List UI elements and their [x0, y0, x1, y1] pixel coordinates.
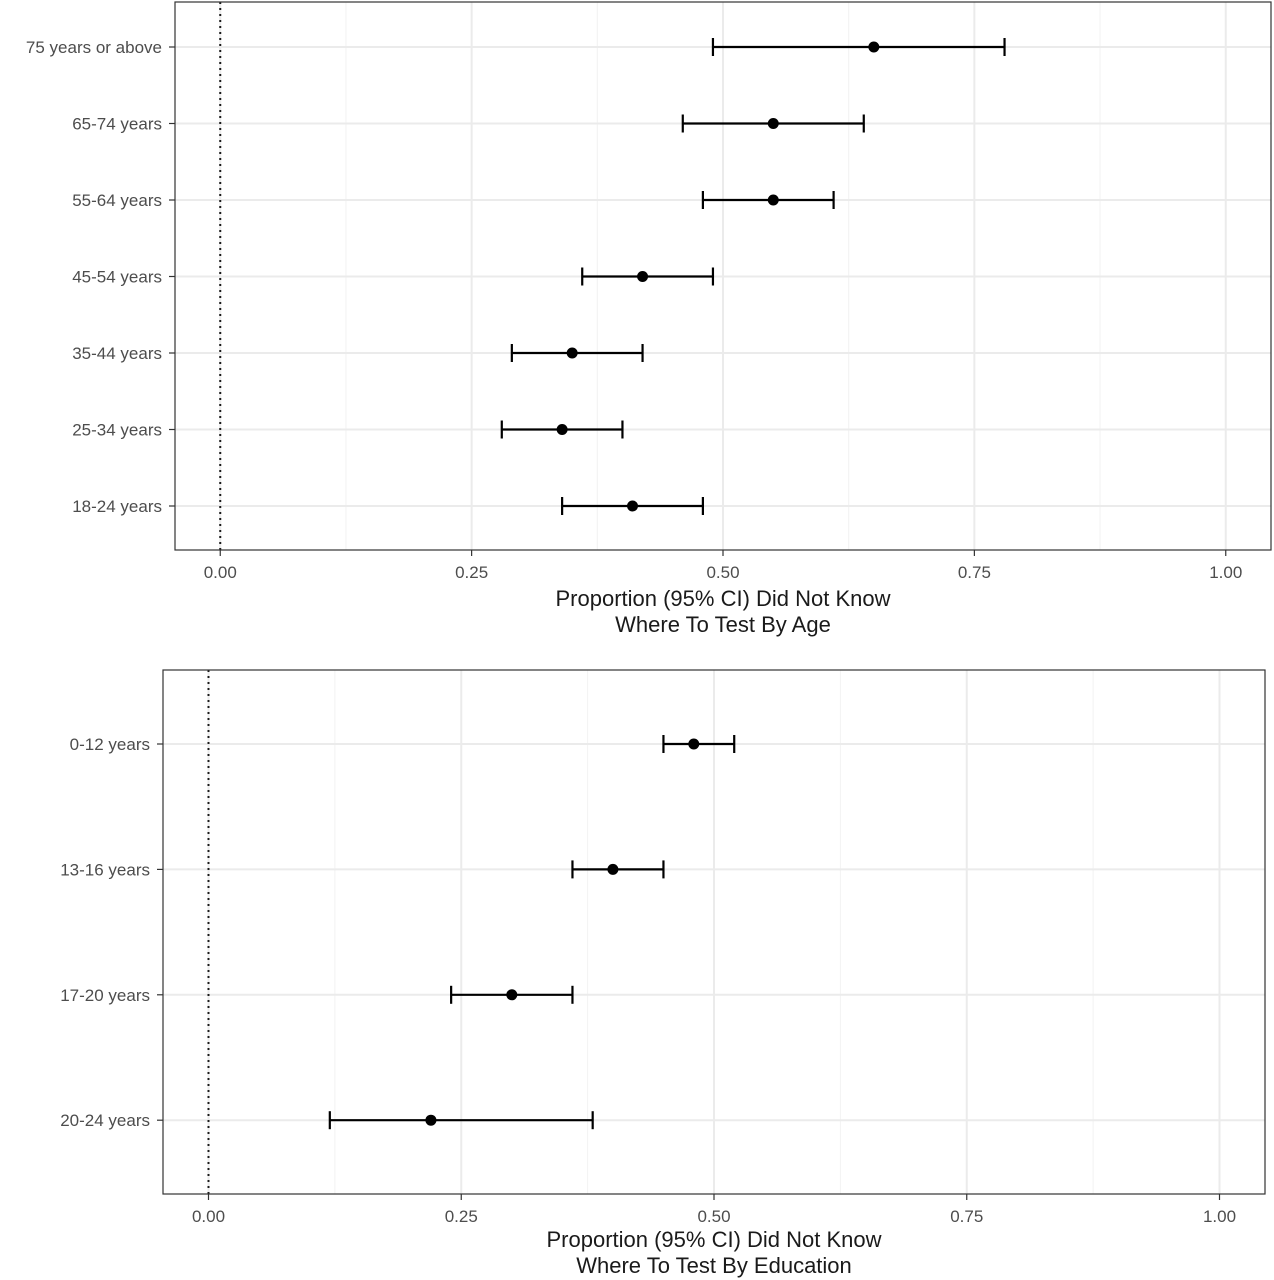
estimate-point [627, 500, 639, 512]
y-tick-label: 55-64 years [72, 191, 162, 210]
estimate-point [607, 863, 619, 875]
x-tick-label: 1.00 [1209, 563, 1242, 582]
y-tick-label: 75 years or above [26, 38, 162, 57]
y-tick-label: 20-24 years [60, 1111, 150, 1130]
x-axis-title: Proportion (95% CI) Did Not Know [555, 586, 890, 611]
y-tick-label: 13-16 years [60, 860, 150, 879]
x-tick-label: 0.25 [455, 563, 488, 582]
x-tick-label: 0.00 [204, 563, 237, 582]
x-tick-label: 0.50 [697, 1207, 730, 1226]
chart-age: 75 years or above 65-74 years 55-64 years 4… [26, 1, 1272, 637]
x-tick-label: 1.00 [1203, 1207, 1236, 1226]
x-tick-label: 0.25 [445, 1207, 478, 1226]
estimate-point [767, 118, 779, 129]
y-tick-label: 0-12 years [70, 735, 150, 754]
x-tick-label: 0.75 [950, 1207, 983, 1226]
estimate-point [425, 1114, 437, 1126]
y-tick-label: 17-20 years [60, 986, 150, 1005]
estimate-point [767, 194, 779, 206]
estimate-point [556, 424, 568, 435]
x-axis-title: Proportion (95% CI) Did Not Know [546, 1227, 881, 1252]
estimate-point [637, 271, 649, 282]
estimate-point [566, 347, 578, 359]
estimate-point [688, 738, 700, 750]
y-tick-label: 25-34 years [72, 421, 162, 440]
y-tick-label: 18-24 years [72, 497, 162, 516]
chart-education: 0-12 years 13-16 years 17-20 years 20-24 ye… [60, 669, 1266, 1278]
x-tick-label: 0.50 [706, 563, 739, 582]
estimate-point [868, 41, 880, 53]
x-axis-title: Where To Test By Age [615, 612, 831, 637]
x-tick-label: 0.75 [958, 563, 991, 582]
x-axis-title: Where To Test By Education [576, 1253, 852, 1278]
y-tick-label: 35-44 years [72, 344, 162, 363]
y-tick-label: 65-74 years [72, 115, 162, 134]
y-tick-label: 45-54 years [72, 268, 162, 287]
x-tick-label: 0.00 [192, 1207, 225, 1226]
estimate-point [506, 989, 518, 1001]
